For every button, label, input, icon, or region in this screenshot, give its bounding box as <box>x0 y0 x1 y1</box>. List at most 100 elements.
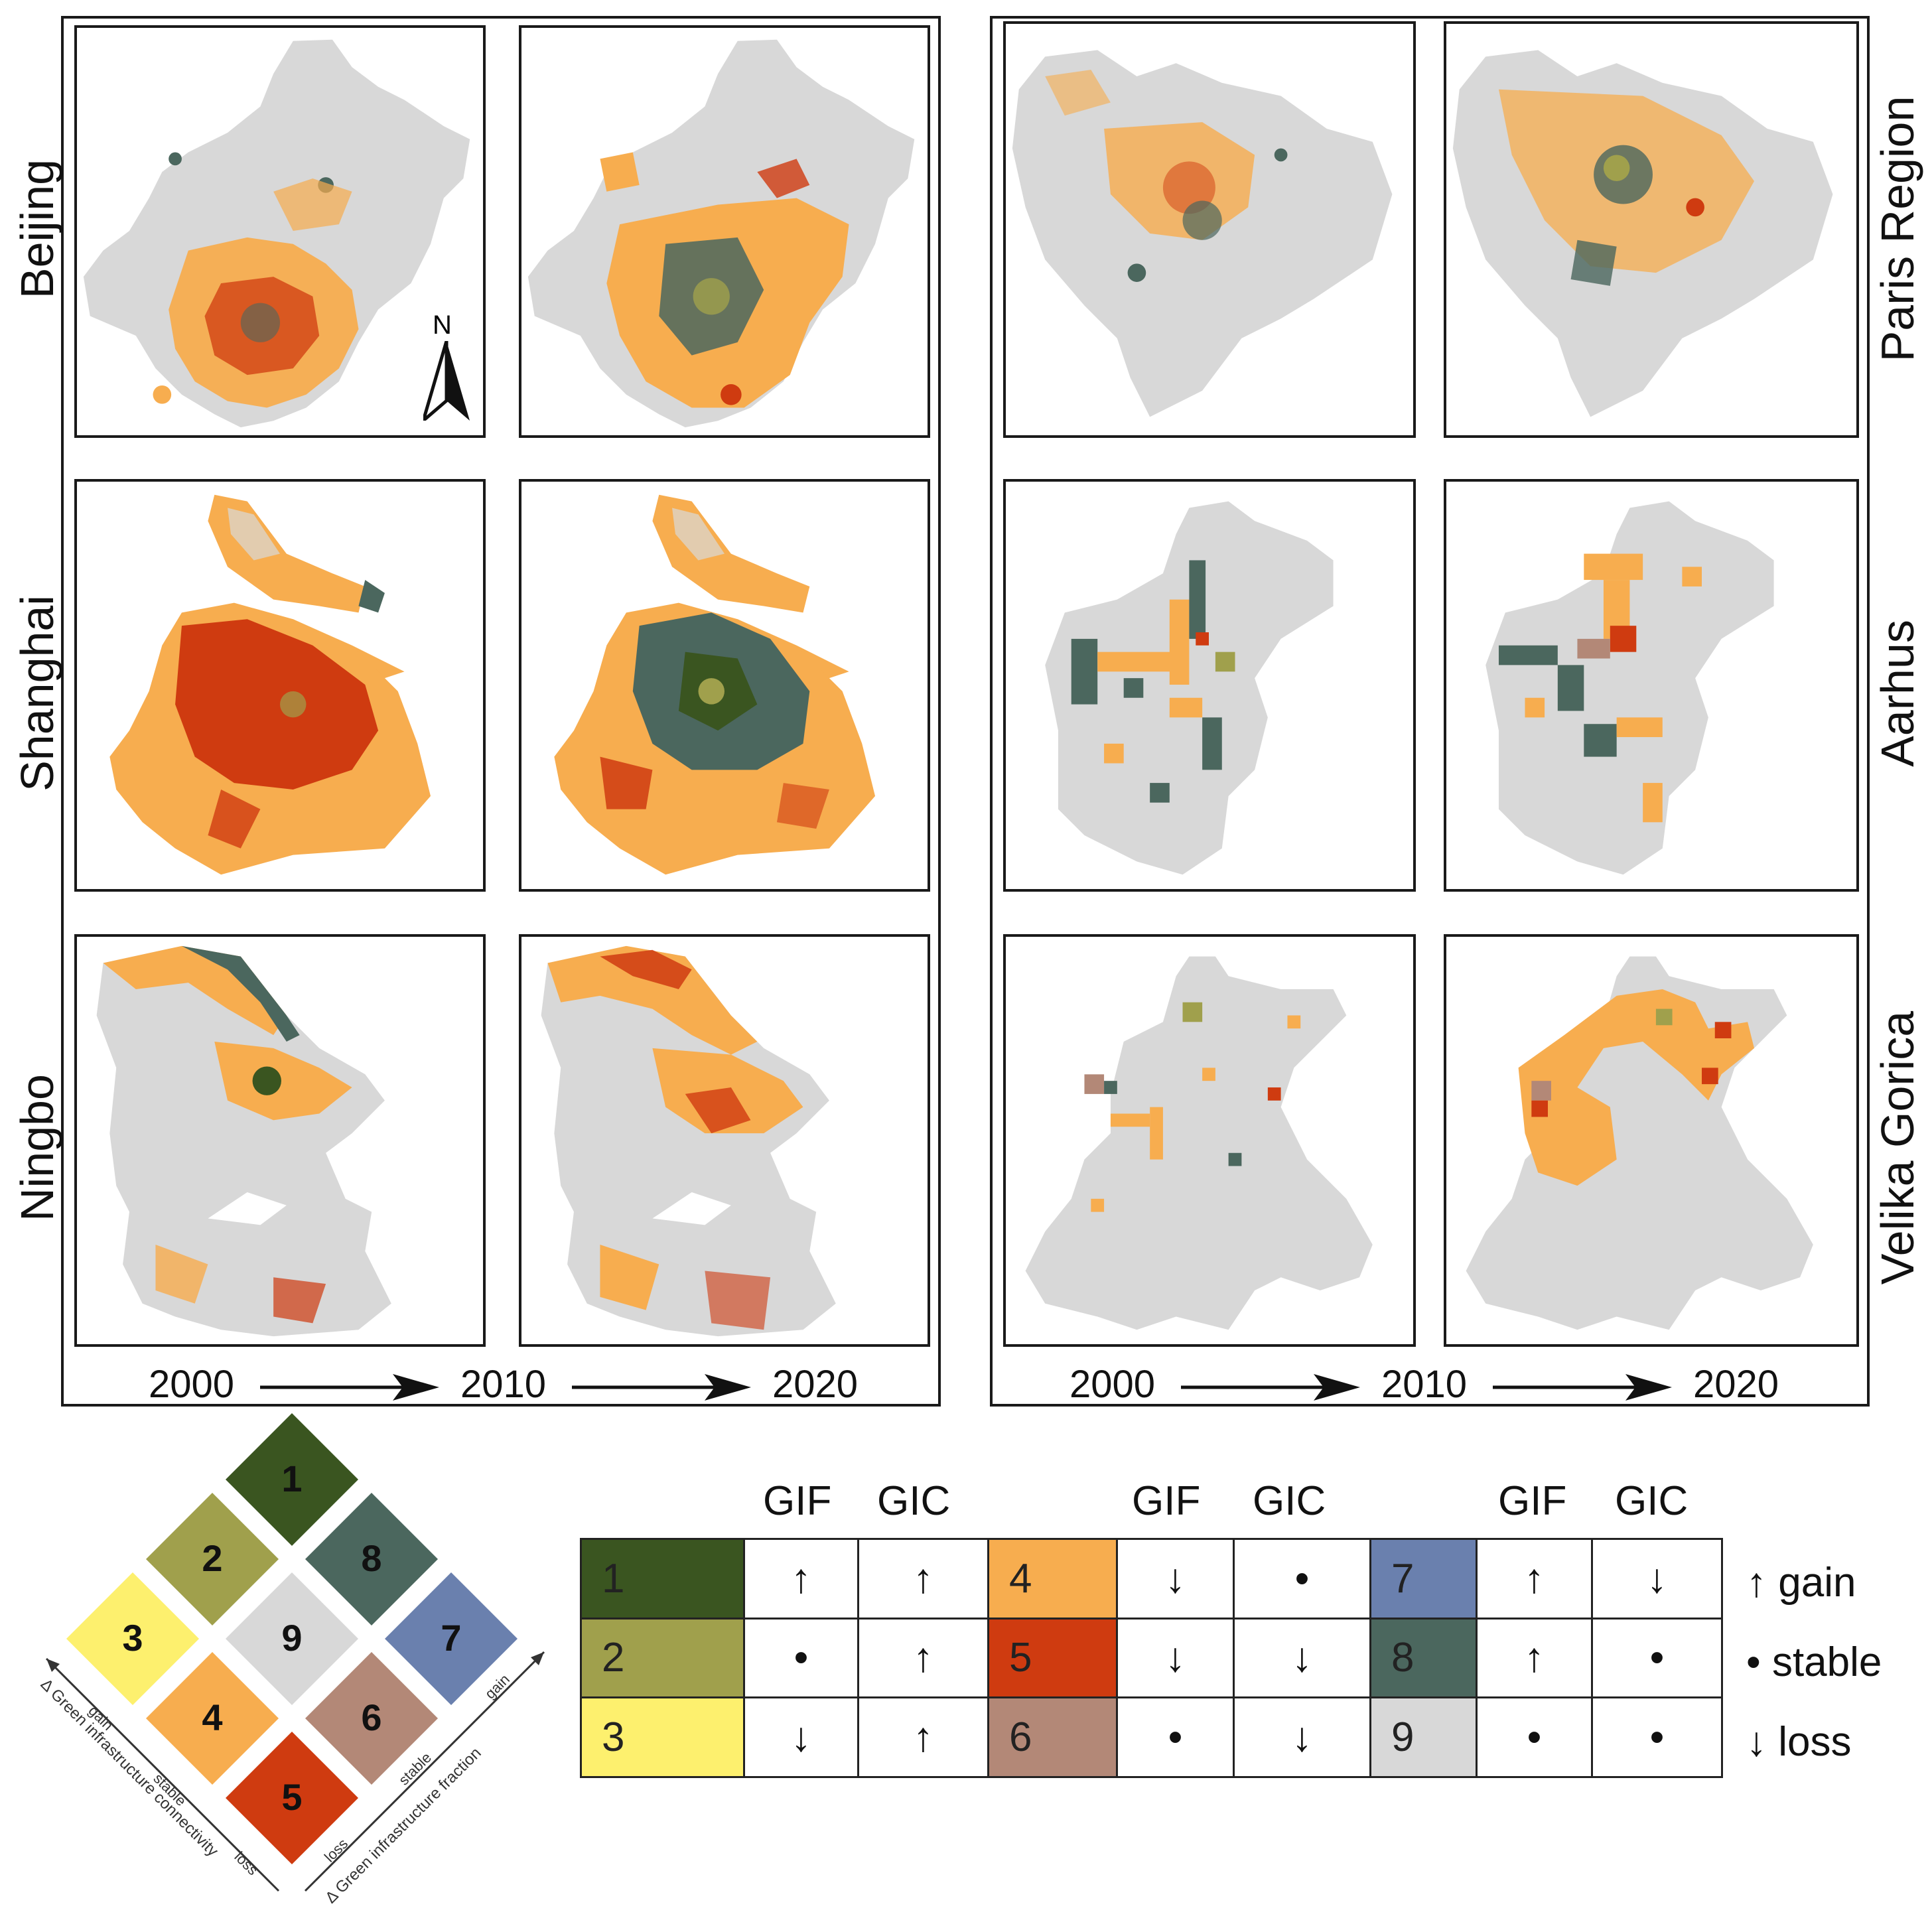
key-stable: • stable <box>1746 1642 1882 1683</box>
key-loss-label: loss <box>1778 1719 1852 1765</box>
key-stable-label: stable <box>1771 1639 1882 1685</box>
legend-gif: ↓ <box>743 1696 859 1778</box>
right-axis-tick-gain: gain <box>482 1671 513 1702</box>
legend-gif: ↑ <box>1476 1617 1593 1699</box>
legend-row: 3 ↓ ↑ 6 • ↓ 9 • • <box>580 1696 1723 1778</box>
legend-gic: ↓ <box>1233 1617 1371 1699</box>
legend-swatch-1: 1 <box>580 1538 745 1620</box>
north-arrow-label: N <box>433 310 452 340</box>
map-velika-gorica-2010-2020 <box>1444 934 1859 1347</box>
svg-text:9: 9 <box>281 1617 302 1659</box>
map-ningbo-2010-2020 <box>519 934 930 1347</box>
row-label-aarhus: Aarhus <box>1872 620 1923 767</box>
row-label-velika-gorica: Velika Gorica <box>1872 1010 1923 1285</box>
bivariate-key: 1 2 8 3 9 7 4 6 5 gain stable loss Δ Gre… <box>37 1413 545 1907</box>
col-header-gic-2: GIC <box>1253 1478 1326 1524</box>
legend-gic: • <box>1233 1538 1371 1620</box>
legend-gif: • <box>1116 1696 1235 1778</box>
svg-text:4: 4 <box>202 1696 222 1738</box>
legend-swatch-7: 7 <box>1369 1538 1478 1620</box>
svg-text:8: 8 <box>361 1537 381 1579</box>
row-label-beijing: Beijing <box>11 159 63 299</box>
col-header-gif-1: GIF <box>763 1478 832 1524</box>
legend-gic: ↓ <box>1591 1538 1723 1620</box>
legend-swatch-3: 3 <box>580 1696 745 1778</box>
key-gain-symbol: ↑ <box>1746 1560 1767 1606</box>
key-loss: ↓ loss <box>1746 1722 1852 1763</box>
svg-text:5: 5 <box>281 1776 302 1818</box>
key-loss-symbol: ↓ <box>1746 1719 1767 1765</box>
left-timeline-arrow-1 <box>260 1374 439 1401</box>
key-gain-label: gain <box>1778 1560 1856 1606</box>
key-gain: ↑ gain <box>1746 1562 1856 1604</box>
key-cell-5: 5 <box>226 1732 358 1864</box>
key-cell-7: 7 <box>385 1572 518 1705</box>
map-velika-gorica-2000-2010 <box>1003 934 1416 1347</box>
row-label-ningbo: Ningbo <box>11 1074 63 1221</box>
legend-row: 2 • ↑ 5 ↓ ↓ 8 ↑ • <box>580 1617 1723 1699</box>
north-arrow-icon <box>423 341 470 421</box>
key-cell-1: 1 <box>226 1413 358 1546</box>
legend-gic: ↓ <box>1233 1696 1371 1778</box>
right-timeline-2000: 2000 <box>1070 1363 1156 1406</box>
map-beijing-2010-2020 <box>519 25 930 438</box>
left-timeline-2000: 2000 <box>149 1363 235 1406</box>
left-timeline-2010: 2010 <box>460 1363 547 1406</box>
key-cell-2: 2 <box>146 1493 279 1625</box>
map-paris-2010-2020 <box>1444 21 1859 438</box>
right-timeline-2020: 2020 <box>1693 1363 1779 1406</box>
left-map-panel <box>61 16 941 1407</box>
legend-gif: • <box>1476 1696 1593 1778</box>
svg-text:3: 3 <box>122 1617 143 1659</box>
key-cell-3: 3 <box>66 1572 199 1705</box>
legend-row: 1 ↑ ↑ 4 ↓ • 7 ↑ ↓ <box>580 1538 1723 1620</box>
legend-swatch-4: 4 <box>987 1538 1118 1620</box>
legend-gic: • <box>1591 1696 1723 1778</box>
col-header-gif-3: GIF <box>1498 1478 1567 1524</box>
map-paris-2000-2010 <box>1003 21 1416 438</box>
right-timeline-arrow-1 <box>1181 1374 1360 1401</box>
north-arrow: N <box>423 312 470 425</box>
col-header-gif-2: GIF <box>1132 1478 1201 1524</box>
map-ningbo-2000-2010 <box>74 934 486 1347</box>
legend-gif: ↑ <box>1476 1538 1593 1620</box>
left-timeline-arrow-2 <box>572 1374 751 1401</box>
legend-swatch-6: 6 <box>987 1696 1118 1778</box>
right-timeline-arrow-2 <box>1493 1374 1672 1401</box>
legend-gic: ↑ <box>857 1617 989 1699</box>
row-label-paris-region: Paris Region <box>1872 96 1923 362</box>
map-shanghai-2010-2020 <box>519 479 930 892</box>
col-header-gic-1: GIC <box>877 1478 951 1524</box>
map-aarhus-2010-2020 <box>1444 479 1859 892</box>
svg-text:7: 7 <box>441 1617 461 1659</box>
legend-table: 1 ↑ ↑ 4 ↓ • 7 ↑ ↓ 2 • ↑ 5 ↓ ↓ 8 ↑ • 3 ↓ … <box>580 1538 1723 1778</box>
right-axis-tick-loss: loss <box>321 1835 351 1865</box>
legend-gif: ↓ <box>1116 1538 1235 1620</box>
left-axis-tick-loss: loss <box>231 1848 261 1878</box>
key-cell-9: 9 <box>226 1572 358 1705</box>
svg-text:1: 1 <box>281 1458 302 1499</box>
legend-gic: ↑ <box>857 1696 989 1778</box>
legend-gic: • <box>1591 1617 1723 1699</box>
key-cell-8: 8 <box>305 1493 438 1625</box>
map-shanghai-2000-2010 <box>74 479 486 892</box>
legend-swatch-5: 5 <box>987 1617 1118 1699</box>
map-aarhus-2000-2010 <box>1003 479 1416 892</box>
legend-gif: ↓ <box>1116 1617 1235 1699</box>
svg-text:6: 6 <box>361 1696 381 1738</box>
key-cell-6: 6 <box>305 1652 438 1785</box>
left-timeline-2020: 2020 <box>772 1363 859 1406</box>
row-label-shanghai: Shanghai <box>11 595 63 792</box>
map-beijing-2000-2010: N <box>74 25 486 438</box>
legend-gif: ↑ <box>743 1538 859 1620</box>
legend-swatch-2: 2 <box>580 1617 745 1699</box>
right-map-panel <box>990 16 1870 1407</box>
legend-gic: ↑ <box>857 1538 989 1620</box>
svg-text:2: 2 <box>202 1537 222 1579</box>
legend-swatch-8: 8 <box>1369 1617 1478 1699</box>
legend-gif: • <box>743 1617 859 1699</box>
col-header-gic-3: GIC <box>1615 1478 1689 1524</box>
legend-swatch-9: 9 <box>1369 1696 1478 1778</box>
key-cell-4: 4 <box>146 1652 279 1785</box>
right-timeline-2010: 2010 <box>1381 1363 1468 1406</box>
